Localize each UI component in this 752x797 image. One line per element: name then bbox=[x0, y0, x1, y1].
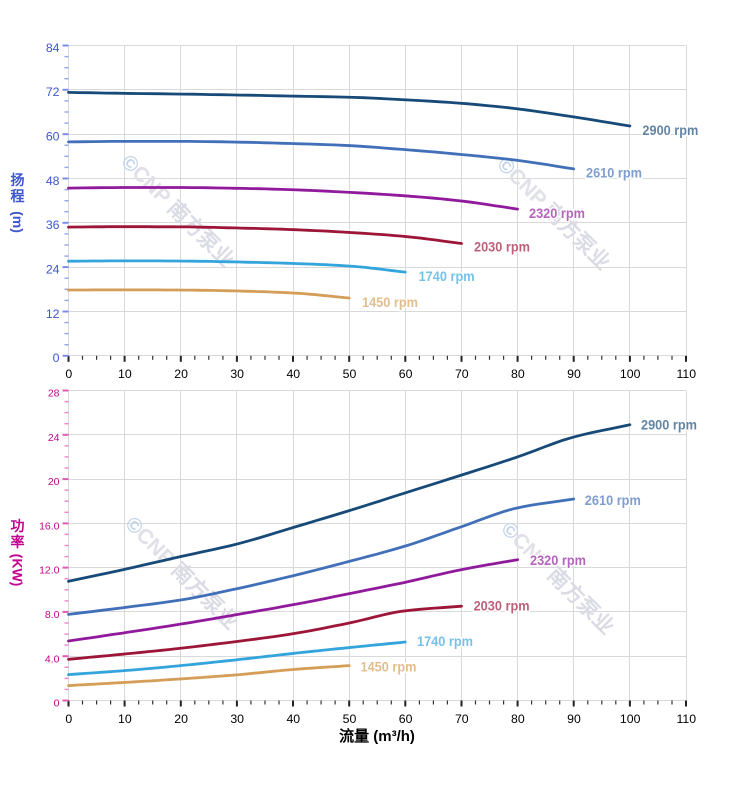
svg-text:60: 60 bbox=[46, 130, 60, 144]
svg-text:0: 0 bbox=[54, 698, 60, 710]
svg-text:2320 rpm: 2320 rpm bbox=[529, 205, 585, 221]
svg-text:70: 70 bbox=[455, 367, 469, 381]
svg-text:1450 rpm: 1450 rpm bbox=[361, 659, 417, 675]
svg-text:24: 24 bbox=[48, 432, 60, 444]
svg-text:12: 12 bbox=[46, 307, 60, 321]
svg-text:80: 80 bbox=[511, 712, 525, 726]
svg-text:8.0: 8.0 bbox=[45, 609, 60, 621]
svg-text:90: 90 bbox=[567, 367, 581, 381]
svg-text:90: 90 bbox=[567, 712, 581, 726]
svg-text:0: 0 bbox=[53, 351, 60, 365]
svg-text:30: 30 bbox=[230, 712, 244, 726]
svg-text:50: 50 bbox=[343, 712, 357, 726]
svg-text:84: 84 bbox=[46, 41, 60, 55]
svg-text:110: 110 bbox=[676, 712, 696, 726]
svg-text:2900 rpm: 2900 rpm bbox=[642, 122, 698, 138]
svg-text:24: 24 bbox=[46, 262, 60, 276]
svg-text:0: 0 bbox=[65, 367, 72, 381]
svg-text:16.0: 16.0 bbox=[39, 521, 60, 533]
svg-text:流量 (m³/h): 流量 (m³/h) bbox=[339, 727, 415, 745]
svg-text:100: 100 bbox=[620, 712, 641, 726]
svg-text:70: 70 bbox=[455, 712, 469, 726]
svg-text:40: 40 bbox=[286, 367, 300, 381]
svg-text:2900 rpm: 2900 rpm bbox=[641, 417, 697, 433]
svg-text:20: 20 bbox=[174, 712, 188, 726]
svg-text:©CNP 南方泵业: ©CNP 南方泵业 bbox=[496, 517, 619, 640]
svg-text:©CNP 南方泵业: ©CNP 南方泵业 bbox=[116, 150, 239, 273]
svg-text:2610 rpm: 2610 rpm bbox=[585, 492, 641, 508]
svg-text:72: 72 bbox=[46, 85, 60, 99]
svg-text:12.0: 12.0 bbox=[39, 565, 60, 577]
svg-text:80: 80 bbox=[511, 367, 525, 381]
svg-text:60: 60 bbox=[399, 712, 413, 726]
svg-text:50: 50 bbox=[343, 367, 357, 381]
svg-text:4.0: 4.0 bbox=[45, 653, 60, 665]
svg-text:1450 rpm: 1450 rpm bbox=[362, 294, 418, 310]
svg-text:2030 rpm: 2030 rpm bbox=[474, 238, 530, 254]
svg-text:0: 0 bbox=[65, 712, 72, 726]
svg-text:28: 28 bbox=[48, 388, 60, 400]
svg-text:30: 30 bbox=[230, 367, 244, 381]
svg-text:36: 36 bbox=[46, 218, 60, 232]
svg-text:100: 100 bbox=[620, 367, 641, 381]
svg-text:60: 60 bbox=[399, 367, 413, 381]
svg-text:110: 110 bbox=[676, 367, 696, 381]
svg-text:1740 rpm: 1740 rpm bbox=[419, 268, 475, 284]
svg-text:10: 10 bbox=[118, 367, 132, 381]
svg-text:2610 rpm: 2610 rpm bbox=[586, 165, 642, 181]
svg-text:48: 48 bbox=[46, 174, 60, 188]
svg-text:2030 rpm: 2030 rpm bbox=[474, 598, 530, 614]
svg-text:20: 20 bbox=[48, 476, 60, 488]
svg-text:2320 rpm: 2320 rpm bbox=[530, 552, 586, 568]
svg-text:1740 rpm: 1740 rpm bbox=[417, 633, 473, 649]
svg-text:40: 40 bbox=[286, 712, 300, 726]
svg-text:10: 10 bbox=[118, 712, 132, 726]
svg-text:20: 20 bbox=[174, 367, 188, 381]
